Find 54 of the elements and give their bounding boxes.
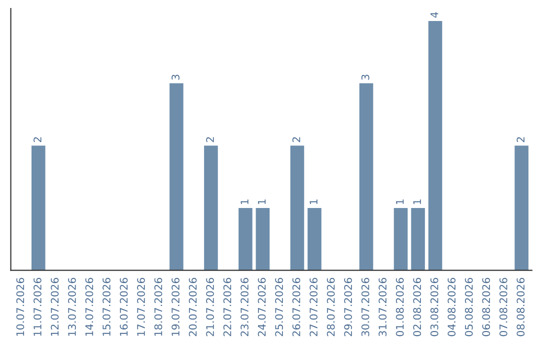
bar bbox=[238, 208, 252, 270]
x-tick-label: 13.07.2026 bbox=[68, 278, 76, 336]
data-label: 1 bbox=[413, 200, 421, 204]
x-tick-label: 29.07.2026 bbox=[344, 278, 352, 336]
x-tick-label: 05.08.2026 bbox=[464, 278, 473, 336]
data-label: 2 bbox=[516, 137, 524, 142]
x-tick-label: 08.08.2026 bbox=[516, 278, 525, 336]
bar bbox=[256, 208, 270, 270]
x-tick-label: 02.08.2026 bbox=[413, 278, 422, 336]
bar bbox=[308, 208, 322, 270]
x-tick-label: 26.07.2026 bbox=[292, 278, 300, 336]
data-label: 1 bbox=[310, 200, 318, 204]
x-tick-label: 28.07.2026 bbox=[326, 278, 335, 336]
x-tick-label: 06.08.2026 bbox=[482, 278, 490, 336]
x-tick-label: 07.08.2026 bbox=[499, 278, 508, 336]
x-tick-label: 11.07.2026 bbox=[34, 278, 42, 336]
x-tick-label: 01.08.2026 bbox=[396, 278, 404, 336]
x-tick-label: 12.07.2026 bbox=[50, 278, 59, 336]
bar bbox=[290, 146, 304, 270]
bar bbox=[359, 83, 374, 270]
data-label: 1 bbox=[240, 200, 248, 204]
x-tick-label: 31.07.2026 bbox=[378, 278, 387, 336]
data-label: 3 bbox=[361, 74, 370, 80]
x-tick-label: 27.07.2026 bbox=[310, 278, 318, 336]
x-tick-label: 25.07.2026 bbox=[275, 278, 283, 336]
data-label: 1 bbox=[258, 200, 266, 204]
bar bbox=[394, 208, 408, 270]
bar bbox=[411, 208, 425, 270]
data-label: 3 bbox=[172, 74, 180, 80]
x-tick-label: 16.07.2026 bbox=[120, 278, 128, 336]
bar bbox=[204, 146, 218, 270]
x-tick-label: 21.07.2026 bbox=[206, 278, 214, 336]
x-tick-label: 18.07.2026 bbox=[154, 278, 162, 336]
bar bbox=[32, 146, 46, 270]
x-tick-label: 03.08.2026 bbox=[430, 278, 438, 336]
bar bbox=[514, 146, 528, 270]
data-label: 1 bbox=[396, 200, 404, 204]
data-label: 2 bbox=[34, 137, 42, 142]
x-tick-label: 17.07.2026 bbox=[137, 278, 145, 336]
x-tick-label: 30.07.2026 bbox=[361, 278, 370, 336]
bar bbox=[428, 20, 442, 270]
data-label: 2 bbox=[206, 137, 214, 142]
x-tick-label: 22.07.2026 bbox=[223, 278, 232, 336]
data-label: 4 bbox=[430, 12, 438, 18]
x-tick-label: 15.07.2026 bbox=[102, 278, 110, 336]
x-tick-label: 10.07.2026 bbox=[16, 278, 24, 336]
x-tick-label: 19.07.2026 bbox=[172, 278, 180, 336]
x-tick-label: 24.07.2026 bbox=[258, 278, 266, 336]
data-label: 2 bbox=[292, 137, 300, 142]
x-tick-label: 04.08.2026 bbox=[448, 278, 456, 336]
x-tick-label: 23.07.2026 bbox=[240, 278, 248, 336]
bar bbox=[170, 83, 184, 270]
x-tick-label: 14.07.2026 bbox=[85, 278, 94, 336]
x-tick-label: 20.07.2026 bbox=[188, 278, 197, 336]
